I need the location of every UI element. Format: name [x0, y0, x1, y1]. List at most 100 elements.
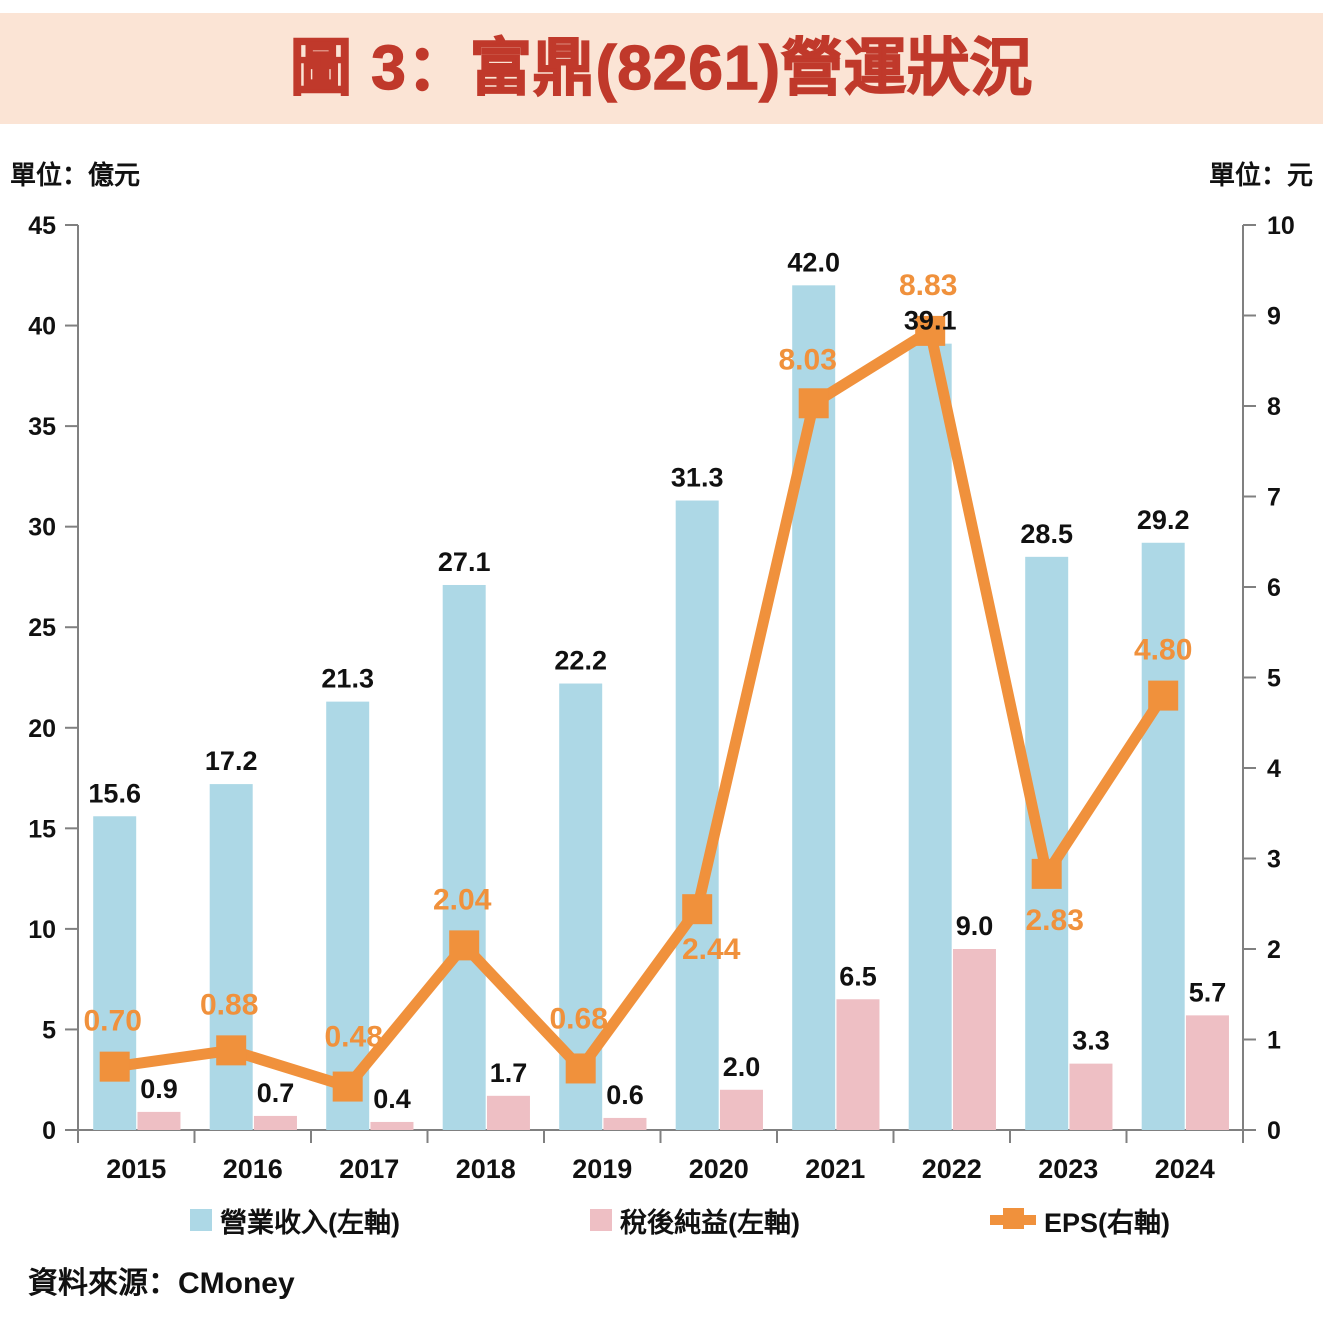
- net-income-bar: [370, 1121, 414, 1130]
- legend-label-net-income: 稅後純益(左軸): [620, 1207, 800, 1238]
- net-income-bar: [1185, 1015, 1229, 1130]
- eps-value-label: 2.83: [1026, 904, 1084, 937]
- right-axis-tick-label: 6: [1267, 574, 1281, 602]
- revenue-bar: [675, 500, 719, 1130]
- x-axis-year-label: 2015: [106, 1154, 166, 1184]
- net-income-value-label: 2.0: [723, 1052, 761, 1082]
- legend-swatch-net-income: [590, 1209, 612, 1231]
- revenue-value-label: 39.1: [904, 306, 957, 336]
- right-axis-tick-label: 10: [1267, 212, 1295, 240]
- right-axis-tick-label: 5: [1267, 665, 1281, 693]
- net-income-bar: [1069, 1063, 1113, 1130]
- left-axis-tick-label: 15: [28, 815, 56, 843]
- net-income-bar: [836, 999, 880, 1130]
- x-axis-year-label: 2024: [1155, 1154, 1215, 1184]
- right-axis-tick-label: 4: [1267, 755, 1281, 783]
- net-income-value-label: 6.5: [839, 961, 877, 991]
- net-income-value-label: 3.3: [1072, 1026, 1110, 1056]
- source-note: 資料來源：CMoney: [28, 1267, 295, 1300]
- left-axis-tick-label: 10: [28, 916, 56, 944]
- eps-value-label: 0.68: [550, 1002, 608, 1035]
- legend-label-revenue: 營業收入(左軸): [220, 1207, 400, 1238]
- eps-marker: [332, 1071, 363, 1102]
- right-axis-tick-label: 0: [1267, 1117, 1281, 1145]
- left-axis-tick-label: 0: [42, 1117, 56, 1145]
- legend-swatch-revenue: [190, 1209, 212, 1231]
- net-income-bar: [486, 1095, 530, 1130]
- eps-marker: [565, 1053, 596, 1084]
- net-income-bar: [603, 1117, 647, 1130]
- x-axis-year-label: 2017: [339, 1154, 399, 1184]
- right-axis-tick-label: 2: [1267, 936, 1281, 964]
- net-income-value-label: 0.6: [606, 1080, 644, 1110]
- eps-value-label: 0.88: [200, 988, 258, 1021]
- revenue-bar: [908, 343, 952, 1131]
- x-axis-year-label: 2019: [572, 1154, 632, 1184]
- eps-marker: [682, 894, 713, 925]
- eps-value-label: 2.04: [433, 883, 492, 916]
- right-axis-unit-label: 單位：元: [1208, 160, 1313, 190]
- revenue-bar: [326, 701, 370, 1130]
- eps-marker: [1031, 858, 1062, 889]
- revenue-bar: [1141, 542, 1185, 1130]
- chart-legend: 營業收入(左軸) 稅後純益(左軸) EPS(右軸): [0, 1198, 1323, 1242]
- net-income-bar: [253, 1115, 297, 1130]
- eps-line: [109, 325, 1169, 1093]
- x-axis-year-label: 2020: [689, 1154, 749, 1184]
- eps-marker: [216, 1035, 247, 1066]
- x-axis-year-label: 2018: [456, 1154, 516, 1184]
- eps-marker: [1148, 680, 1179, 711]
- net-income-bar: [137, 1111, 181, 1130]
- eps-value-label: 8.83: [899, 269, 957, 302]
- right-axis-tick-label: 7: [1267, 484, 1281, 512]
- left-axis-tick-label: 45: [28, 212, 56, 240]
- right-axis-tick-label: 1: [1267, 1027, 1281, 1055]
- left-axis-tick-label: 25: [28, 614, 56, 642]
- net-income-value-label: 9.0: [956, 911, 994, 941]
- eps-value-label: 8.03: [779, 343, 837, 376]
- eps-marker: [915, 315, 946, 346]
- x-axis-year-label: 2016: [223, 1154, 283, 1184]
- revenue-value-label: 17.2: [205, 746, 258, 776]
- page-title: 圖 3：富鼎(8261)營運狀況: [289, 33, 1033, 103]
- net-income-value-label: 0.7: [257, 1078, 295, 1108]
- right-axis-tick-label: 9: [1267, 303, 1281, 331]
- legend-label-eps: EPS(右軸): [1044, 1207, 1171, 1238]
- revenue-value-label: 15.6: [88, 778, 141, 808]
- title-banner: 圖 3：富鼎(8261)營運狀況: [0, 13, 1323, 124]
- right-axis-tick-label: 8: [1267, 393, 1281, 421]
- eps-value-label: 0.48: [325, 1021, 383, 1054]
- revenue-value-label: 28.5: [1020, 519, 1073, 549]
- left-axis-tick-label: 35: [28, 413, 56, 441]
- revenue-value-label: 31.3: [671, 463, 724, 493]
- left-axis-tick-label: 5: [42, 1016, 56, 1044]
- legend-item-net-income[interactable]: 稅後純益(左軸): [590, 1201, 800, 1240]
- net-income-value-label: 5.7: [1189, 977, 1227, 1007]
- net-income-value-label: 0.4: [373, 1084, 411, 1114]
- revenue-value-label: 21.3: [321, 664, 374, 694]
- eps-value-label: 0.70: [84, 1005, 142, 1038]
- revenue-value-label: 29.2: [1137, 505, 1190, 535]
- x-axis-year-label: 2023: [1038, 1154, 1098, 1184]
- revenue-bar: [442, 584, 486, 1130]
- revenue-bar: [93, 816, 137, 1130]
- revenue-value-label: 27.1: [438, 547, 491, 577]
- eps-marker: [99, 1051, 130, 1082]
- legend-item-eps[interactable]: EPS(右軸): [990, 1201, 1170, 1240]
- eps-value-label: 4.80: [1134, 634, 1192, 667]
- left-axis-tick-label: 40: [28, 313, 56, 341]
- right-axis-tick-label: 3: [1267, 846, 1281, 874]
- eps-marker: [449, 930, 480, 961]
- left-axis-tick-label: 20: [28, 715, 56, 743]
- revenue-bar: [209, 784, 253, 1130]
- x-axis-year-label: 2022: [922, 1154, 982, 1184]
- legend-item-revenue[interactable]: 營業收入(左軸): [190, 1201, 400, 1240]
- net-income-value-label: 1.7: [490, 1058, 528, 1088]
- eps-value-label: 2.44: [682, 933, 741, 966]
- eps-marker: [798, 388, 829, 419]
- left-axis-unit-label: 單位：億元: [10, 160, 141, 190]
- x-axis-year-label: 2021: [805, 1154, 865, 1184]
- net-income-bar: [952, 949, 996, 1130]
